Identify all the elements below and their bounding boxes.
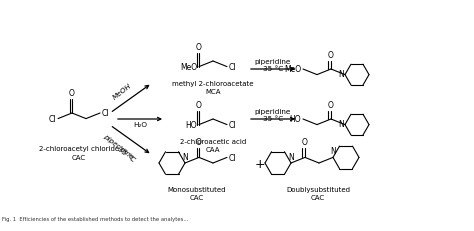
- Text: O: O: [328, 100, 334, 109]
- Text: N: N: [288, 152, 294, 161]
- Text: O: O: [328, 50, 334, 59]
- Text: Monosubstituted: Monosubstituted: [168, 186, 226, 192]
- Text: MCA: MCA: [205, 89, 221, 94]
- Text: O: O: [302, 137, 308, 146]
- Text: Cl: Cl: [229, 153, 237, 162]
- Text: Doublysubstituted: Doublysubstituted: [286, 186, 350, 192]
- Text: Cl: Cl: [48, 115, 56, 124]
- Text: Fig. 1  Efficiencies of the established methods to detect the analytes...: Fig. 1 Efficiencies of the established m…: [2, 216, 188, 221]
- Text: N: N: [338, 120, 344, 128]
- Text: CAA: CAA: [206, 146, 220, 152]
- Text: HO: HO: [185, 121, 197, 130]
- Text: MeO: MeO: [180, 63, 197, 72]
- Text: MeOH: MeOH: [111, 82, 133, 101]
- Text: piperidine: piperidine: [255, 109, 291, 115]
- Text: CAC: CAC: [72, 154, 86, 160]
- Text: O: O: [196, 43, 202, 51]
- Text: H₂O: H₂O: [133, 122, 147, 128]
- Text: N: N: [338, 70, 344, 79]
- Text: O: O: [196, 137, 202, 146]
- Text: Cl: Cl: [229, 121, 237, 130]
- Text: Cl: Cl: [229, 63, 237, 72]
- Text: 2-chloroacetic acid: 2-chloroacetic acid: [180, 138, 246, 144]
- Text: 2-chloroacetyl chloride: 2-chloroacetyl chloride: [39, 145, 119, 151]
- Text: piperidine: piperidine: [255, 59, 291, 65]
- Text: N: N: [182, 152, 188, 161]
- Text: 35 °C: 35 °C: [263, 66, 283, 72]
- Text: 35 °C: 35 °C: [116, 146, 136, 163]
- Text: O: O: [69, 89, 75, 97]
- Text: Cl: Cl: [102, 109, 109, 118]
- Text: +: +: [255, 157, 265, 170]
- Text: piperidine: piperidine: [102, 133, 134, 160]
- Text: CAC: CAC: [190, 194, 204, 200]
- Text: MeO: MeO: [284, 65, 301, 74]
- Text: O: O: [196, 100, 202, 109]
- Text: methyl 2-chloroacetate: methyl 2-chloroacetate: [172, 81, 254, 87]
- Text: 35 °C: 35 °C: [263, 116, 283, 122]
- Text: N: N: [330, 147, 336, 156]
- Text: HO: HO: [289, 115, 301, 124]
- Text: CAC: CAC: [311, 194, 325, 200]
